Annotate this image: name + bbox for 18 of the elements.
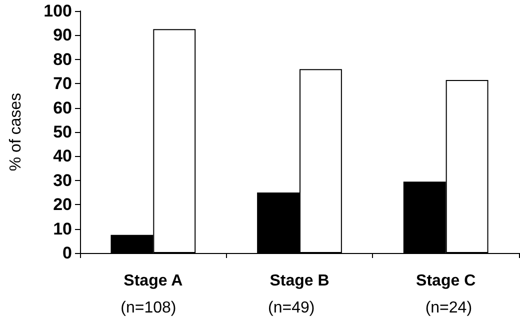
y-tick-label: 70 [53, 74, 72, 94]
y-tick-label: 30 [53, 170, 72, 190]
y-tick-label: 10 [53, 219, 72, 238]
x-tick-label: Stage B [270, 272, 330, 290]
y-tick-label: 80 [53, 50, 72, 69]
text: (n=49) [268, 300, 315, 316]
y-tick-label: 90 [53, 26, 72, 45]
y-tick-label: 40 [53, 146, 72, 166]
x-tick-label: Stage C [416, 272, 476, 290]
y-tick-label: 50 [53, 122, 72, 142]
y-tick-label: 0 [62, 244, 72, 262]
text: (n=108) [120, 300, 176, 316]
y-tick-label: 60 [53, 98, 72, 118]
x-tick-label: Stage A [124, 272, 184, 290]
y-tick-label: 20 [53, 195, 72, 214]
text: (n=24) [425, 300, 472, 316]
y-axis-title: % of cases [8, 92, 24, 172]
y-tick-label: 100 [44, 2, 72, 20]
